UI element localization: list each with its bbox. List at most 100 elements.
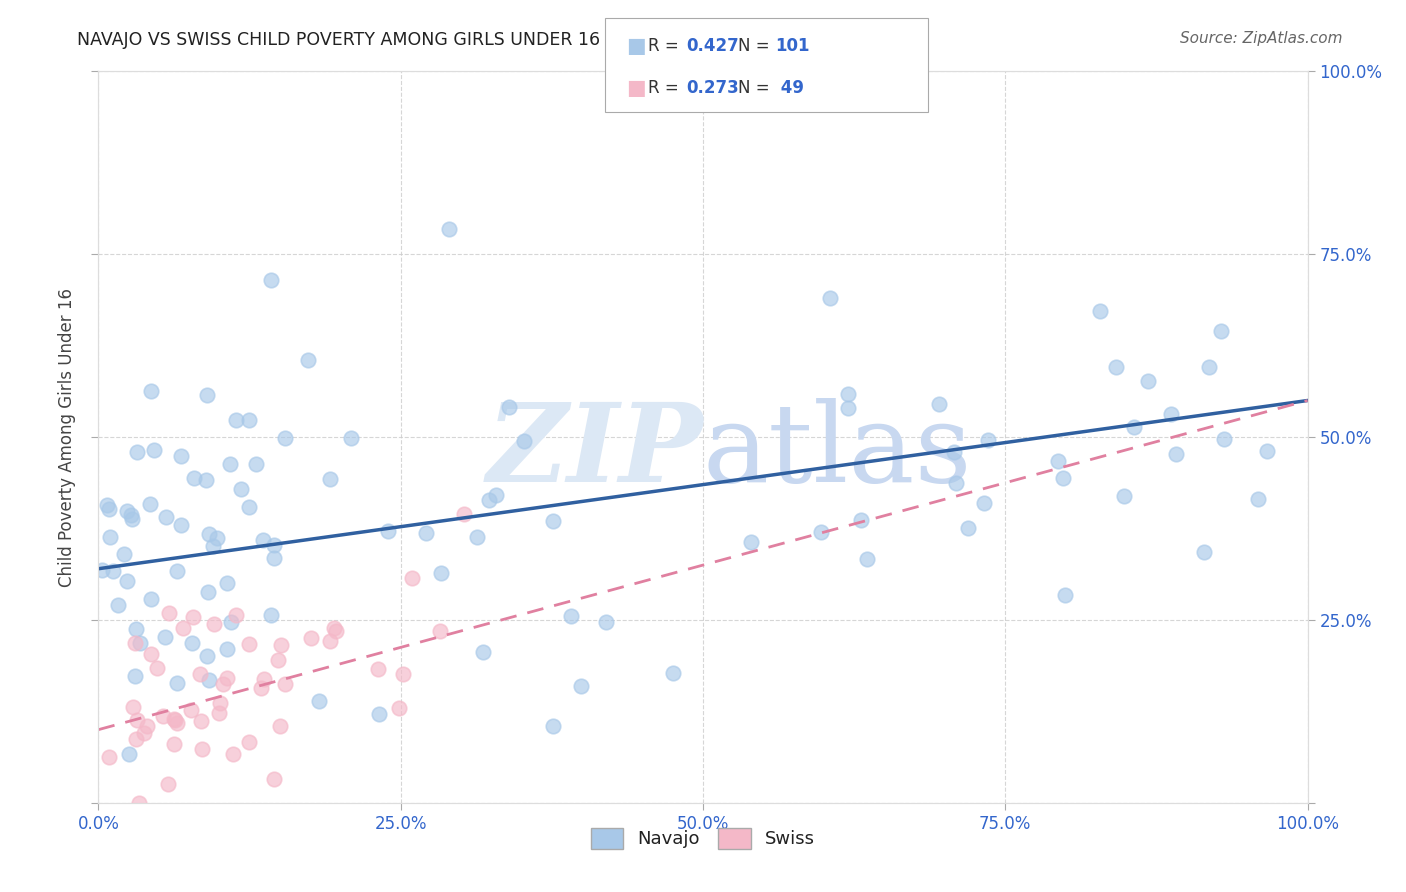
Point	[112, 547, 135, 561]
Point	[1123, 420, 1146, 434]
Point	[1137, 374, 1160, 388]
Point	[238, 735, 260, 749]
Point	[180, 702, 202, 716]
Point	[197, 585, 219, 599]
Point	[297, 352, 319, 367]
Point	[401, 571, 423, 585]
Point	[319, 472, 342, 486]
Point	[202, 539, 225, 553]
Point	[541, 719, 564, 733]
Text: ZIP: ZIP	[486, 398, 703, 506]
Point	[560, 608, 582, 623]
Point	[472, 645, 495, 659]
Point	[125, 622, 148, 636]
Point	[222, 747, 245, 761]
Point	[1046, 454, 1069, 468]
Point	[229, 482, 252, 496]
Point	[128, 636, 150, 650]
Point	[270, 638, 292, 652]
Point	[498, 401, 520, 415]
Text: 49: 49	[775, 79, 804, 97]
Point	[118, 747, 141, 761]
Point	[453, 508, 475, 522]
Point	[225, 413, 247, 427]
Point	[465, 530, 488, 544]
Point	[183, 471, 205, 485]
Point	[238, 500, 260, 515]
Point	[973, 496, 995, 510]
Point	[197, 649, 219, 664]
Text: atlas: atlas	[703, 398, 973, 505]
Point	[157, 606, 180, 620]
Point	[263, 772, 285, 787]
Point	[91, 563, 114, 577]
Point	[322, 621, 344, 635]
Point	[1192, 545, 1215, 559]
Point	[97, 750, 120, 764]
Point	[157, 777, 180, 791]
Point	[273, 677, 295, 691]
Point	[124, 732, 146, 747]
Point	[740, 535, 762, 549]
Point	[260, 273, 283, 287]
Point	[212, 676, 235, 690]
Point	[245, 457, 267, 471]
Point	[166, 565, 188, 579]
Point	[238, 413, 260, 427]
Point	[367, 662, 389, 676]
Text: ■: ■	[626, 78, 645, 98]
Point	[124, 635, 146, 649]
Point	[1213, 432, 1236, 446]
Point	[810, 524, 832, 539]
Text: R =: R =	[648, 37, 685, 55]
Point	[115, 504, 138, 518]
Point	[1209, 324, 1232, 338]
Point	[1112, 489, 1135, 503]
Point	[956, 521, 979, 535]
Point	[125, 445, 148, 459]
Point	[477, 493, 499, 508]
Point	[928, 397, 950, 411]
Point	[141, 591, 163, 606]
Point	[194, 473, 217, 487]
Point	[513, 434, 536, 448]
Point	[1088, 303, 1111, 318]
Point	[170, 449, 193, 463]
Point	[96, 498, 118, 512]
Point	[215, 671, 238, 685]
Point	[163, 712, 186, 726]
Point	[153, 630, 176, 644]
Point	[252, 533, 274, 547]
Point	[142, 442, 165, 457]
Point	[141, 647, 163, 661]
Point	[165, 713, 187, 727]
Point	[266, 652, 288, 666]
Point	[1053, 588, 1076, 602]
Point	[377, 524, 399, 539]
Point	[128, 796, 150, 810]
Point	[124, 669, 146, 683]
Point	[437, 222, 460, 236]
Point	[1164, 447, 1187, 461]
Point	[308, 694, 330, 708]
Point	[250, 681, 273, 696]
Point	[855, 552, 877, 566]
Point	[818, 291, 841, 305]
Point	[325, 624, 347, 639]
Point	[120, 508, 142, 522]
Point	[122, 700, 145, 714]
Point	[191, 741, 214, 756]
Y-axis label: Child Poverty Among Girls Under 16: Child Poverty Among Girls Under 16	[58, 287, 76, 587]
Point	[195, 388, 218, 402]
Point	[340, 431, 363, 445]
Point	[188, 667, 211, 681]
Point	[225, 608, 247, 623]
Point	[263, 538, 285, 552]
Point	[367, 706, 389, 721]
Point	[849, 513, 872, 527]
Point	[98, 530, 121, 544]
Point	[1160, 407, 1182, 421]
Point	[139, 497, 162, 511]
Point	[415, 526, 437, 541]
Point	[219, 615, 242, 629]
